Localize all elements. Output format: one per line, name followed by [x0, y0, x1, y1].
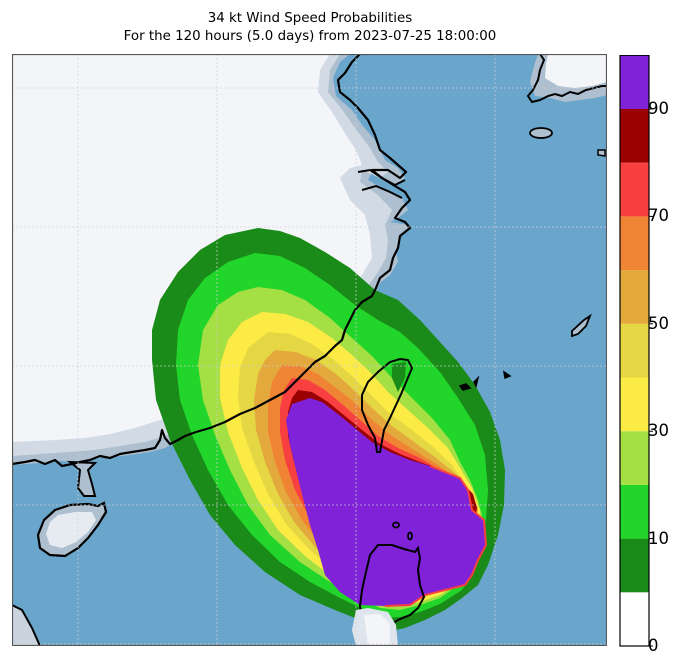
colorbar-tick-50: 50 [648, 314, 669, 333]
purple-rim [384, 465, 488, 607]
colorbar-tick-90: 90 [648, 99, 669, 118]
colorbar-frame [619, 55, 650, 647]
map-frame [12, 54, 607, 646]
hainan-island [36, 501, 108, 558]
yangtze-estuary [357, 168, 406, 199]
babuyan-island [407, 531, 413, 541]
colorbar-tick-70: 70 [648, 206, 669, 225]
chart-subtitle: For the 120 hours (5.0 days) from 2023-0… [123, 29, 497, 44]
colorbar-tick-10: 10 [648, 529, 669, 548]
okinawa-island [571, 313, 592, 338]
ryukyu-islands [458, 370, 512, 391]
batanes-island [392, 521, 400, 529]
mainland-coastline [12, 54, 412, 468]
colorbar-tick-30: 30 [648, 421, 669, 440]
colorbar-ticks [649, 108, 653, 647]
gridlines [12, 54, 607, 646]
leizhou-peninsula [66, 460, 98, 497]
colorbar-bands [620, 55, 649, 646]
colorbar-tick-0: 0 [648, 636, 659, 655]
indochina-land [12, 603, 42, 646]
contour-90 [286, 398, 486, 606]
probability-map [12, 54, 607, 646]
chart-title: 34 kt Wind Speed Probabilities [207, 11, 413, 26]
probability-contours [152, 228, 505, 632]
korea-coastline [526, 54, 607, 104]
luzon-island [352, 544, 426, 646]
taiwan-island [361, 357, 414, 453]
colorbar [619, 55, 653, 647]
